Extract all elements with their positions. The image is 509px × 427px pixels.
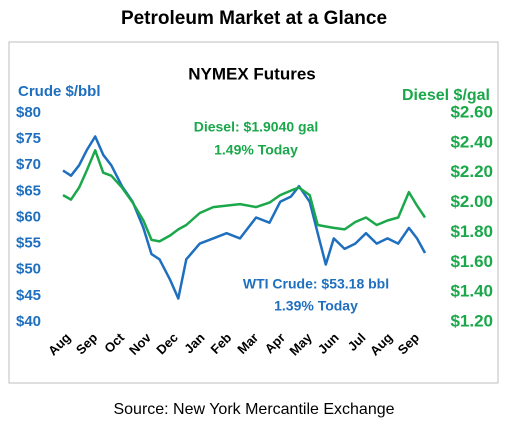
y-tick-label: $65	[16, 182, 41, 199]
y-tick-label: $50	[16, 261, 41, 278]
annotation: 1.49% Today	[214, 142, 298, 158]
y2-tick-label: $1.20	[450, 311, 493, 330]
chart-frame	[8, 41, 499, 384]
y-tick-label: $60	[16, 208, 41, 225]
annotation: WTI Crude: $53.18 bbl	[243, 276, 389, 292]
y-tick-label: $40	[16, 313, 41, 330]
y-tick-label: $80	[16, 104, 41, 121]
y2-tick-label: $2.40	[450, 132, 493, 151]
page-title: Petroleum Market at a Glance	[121, 8, 387, 29]
y-tick-label: $55	[16, 235, 41, 252]
y2-tick-label: $2.20	[450, 162, 493, 181]
annotation: 1.39% Today	[274, 298, 358, 314]
y2-tick-label: $1.40	[450, 282, 493, 301]
chart-title: NYMEX Futures	[188, 64, 316, 83]
y2-tick-label: $2.60	[450, 102, 493, 121]
series-line	[62, 149, 427, 243]
annotation: Diesel: $1.9040 gal	[194, 119, 319, 135]
series-line	[62, 135, 427, 300]
source-note: Source: New York Mercantile Exchange	[113, 401, 394, 418]
y2-tick-label: $1.60	[450, 252, 493, 271]
y2-tick-label: $1.80	[450, 222, 493, 241]
y-tick-label: $45	[16, 287, 41, 304]
y-axis-label: Crude $/bbl	[18, 83, 101, 100]
y-tick-label: $70	[16, 156, 41, 173]
y2-axis-label: Diesel $/gal	[402, 87, 490, 104]
y2-tick-label: $2.00	[450, 192, 493, 211]
y-tick-label: $75	[16, 130, 41, 147]
